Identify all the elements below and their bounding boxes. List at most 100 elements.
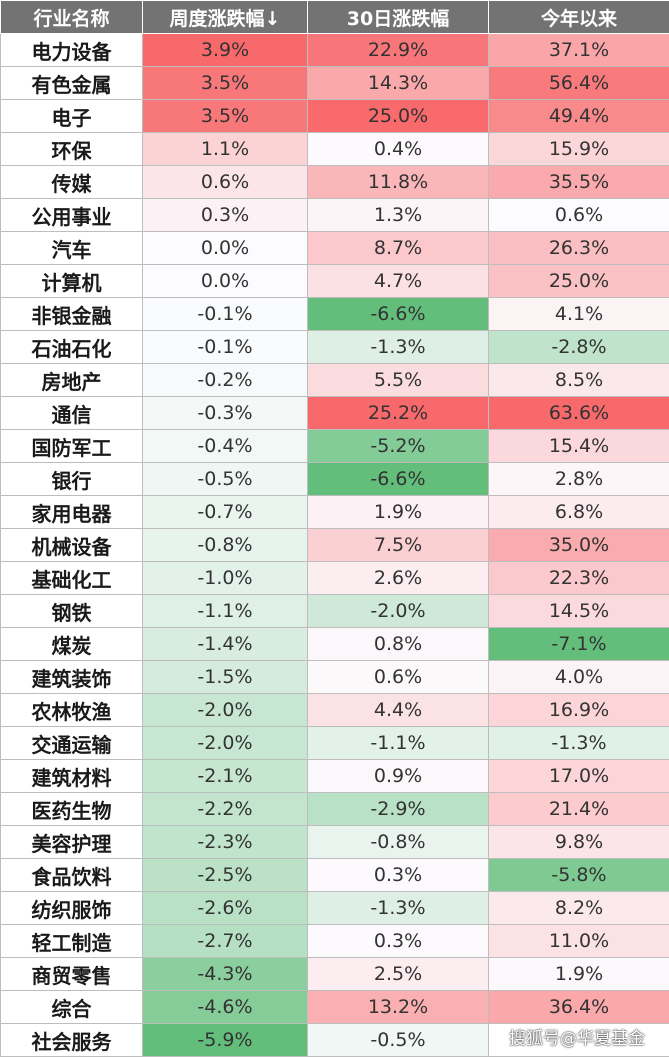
table-row: 钢铁 -1.1% -2.0% 14.5%	[0, 594, 669, 628]
industry-name-cell: 建筑材料	[0, 759, 143, 793]
header-30day-change[interactable]: 30日涨跌幅	[307, 0, 489, 34]
weekly-change-cell: -4.3%	[142, 957, 308, 991]
table-row: 医药生物 -2.2% -2.9% 21.4%	[0, 792, 669, 826]
table-row: 机械设备 -0.8% 7.5% 35.0%	[0, 528, 669, 562]
industry-name-cell: 美容护理	[0, 825, 143, 859]
table-row: 农林牧渔 -2.0% 4.4% 16.9%	[0, 693, 669, 727]
ytd-change-cell: 26.3%	[488, 231, 669, 265]
ytd-change-cell: 22.3%	[488, 561, 669, 595]
ytd-change-cell: 11.0%	[488, 924, 669, 958]
ytd-change-cell: 56.4%	[488, 66, 669, 100]
industry-name-cell: 石油石化	[0, 330, 143, 364]
industry-name-cell: 有色金属	[0, 66, 143, 100]
industry-name-cell: 综合	[0, 990, 143, 1024]
table-row: 环保 1.1% 0.4% 15.9%	[0, 132, 669, 166]
weekly-change-cell: 0.0%	[142, 231, 308, 265]
weekly-change-cell: -2.0%	[142, 693, 308, 727]
ytd-change-cell: 2.8%	[488, 462, 669, 496]
table-row: 传媒 0.6% 11.8% 35.5%	[0, 165, 669, 199]
thirty-day-change-cell: 8.7%	[307, 231, 489, 265]
thirty-day-change-cell: 5.5%	[307, 363, 489, 397]
table-row: 社会服务 -5.9% -0.5%	[0, 1023, 669, 1057]
thirty-day-change-cell: 0.3%	[307, 924, 489, 958]
thirty-day-change-cell: 4.4%	[307, 693, 489, 727]
ytd-change-cell: 0.6%	[488, 198, 669, 232]
ytd-change-cell: 9.8%	[488, 825, 669, 859]
header-industry: 行业名称	[0, 0, 143, 34]
ytd-change-cell: 37.1%	[488, 33, 669, 67]
ytd-change-cell: 17.0%	[488, 759, 669, 793]
table-row: 电子 3.5% 25.0% 49.4%	[0, 99, 669, 133]
header-ytd-change[interactable]: 今年以来	[488, 0, 669, 34]
industry-name-cell: 建筑装饰	[0, 660, 143, 694]
ytd-change-cell: 36.4%	[488, 990, 669, 1024]
thirty-day-change-cell: -6.6%	[307, 297, 489, 331]
weekly-change-cell: -2.5%	[142, 858, 308, 892]
table-row: 房地产 -0.2% 5.5% 8.5%	[0, 363, 669, 397]
industry-name-cell: 农林牧渔	[0, 693, 143, 727]
weekly-change-cell: -2.1%	[142, 759, 308, 793]
thirty-day-change-cell: 25.2%	[307, 396, 489, 430]
industry-name-cell: 电子	[0, 99, 143, 133]
weekly-change-cell: -1.1%	[142, 594, 308, 628]
thirty-day-change-cell: -2.0%	[307, 594, 489, 628]
weekly-change-cell: -0.1%	[142, 330, 308, 364]
table-row: 电力设备 3.9% 22.9% 37.1%	[0, 33, 669, 67]
ytd-change-cell: -5.8%	[488, 858, 669, 892]
table-row: 轻工制造 -2.7% 0.3% 11.0%	[0, 924, 669, 958]
industry-name-cell: 轻工制造	[0, 924, 143, 958]
weekly-change-cell: -0.2%	[142, 363, 308, 397]
table-row: 煤炭 -1.4% 0.8% -7.1%	[0, 627, 669, 661]
industry-name-cell: 国防军工	[0, 429, 143, 463]
table-row: 商贸零售 -4.3% 2.5% 1.9%	[0, 957, 669, 991]
thirty-day-change-cell: 2.6%	[307, 561, 489, 595]
thirty-day-change-cell: 14.3%	[307, 66, 489, 100]
thirty-day-change-cell: 1.9%	[307, 495, 489, 529]
thirty-day-change-cell: -1.3%	[307, 330, 489, 364]
industry-name-cell: 通信	[0, 396, 143, 430]
thirty-day-change-cell: -2.9%	[307, 792, 489, 826]
industry-name-cell: 交通运输	[0, 726, 143, 760]
weekly-change-cell: -1.5%	[142, 660, 308, 694]
weekly-change-cell: -0.5%	[142, 462, 308, 496]
industry-name-cell: 社会服务	[0, 1023, 143, 1057]
thirty-day-change-cell: -5.2%	[307, 429, 489, 463]
ytd-change-cell: 4.1%	[488, 297, 669, 331]
weekly-change-cell: 0.0%	[142, 264, 308, 298]
thirty-day-change-cell: 11.8%	[307, 165, 489, 199]
table-row: 纺织服饰 -2.6% -1.3% 8.2%	[0, 891, 669, 925]
ytd-change-cell: 14.5%	[488, 594, 669, 628]
table-row: 有色金属 3.5% 14.3% 56.4%	[0, 66, 669, 100]
thirty-day-change-cell: 0.8%	[307, 627, 489, 661]
weekly-change-cell: -0.4%	[142, 429, 308, 463]
table-row: 公用事业 0.3% 1.3% 0.6%	[0, 198, 669, 232]
thirty-day-change-cell: 22.9%	[307, 33, 489, 67]
industry-name-cell: 基础化工	[0, 561, 143, 595]
ytd-change-cell: 1.9%	[488, 957, 669, 991]
industry-name-cell: 商贸零售	[0, 957, 143, 991]
industry-name-cell: 纺织服饰	[0, 891, 143, 925]
ytd-change-cell	[488, 1023, 669, 1057]
weekly-change-cell: 0.6%	[142, 165, 308, 199]
thirty-day-change-cell: 13.2%	[307, 990, 489, 1024]
table-row: 家用电器 -0.7% 1.9% 6.8%	[0, 495, 669, 529]
thirty-day-change-cell: 0.3%	[307, 858, 489, 892]
industry-name-cell: 房地产	[0, 363, 143, 397]
table-row: 汽车 0.0% 8.7% 26.3%	[0, 231, 669, 265]
industry-name-cell: 家用电器	[0, 495, 143, 529]
table-row: 综合 -4.6% 13.2% 36.4%	[0, 990, 669, 1024]
ytd-change-cell: 16.9%	[488, 693, 669, 727]
table-row: 通信 -0.3% 25.2% 63.6%	[0, 396, 669, 430]
thirty-day-change-cell: 1.3%	[307, 198, 489, 232]
industry-name-cell: 环保	[0, 132, 143, 166]
weekly-change-cell: -2.6%	[142, 891, 308, 925]
header-weekly-change[interactable]: 周度涨跌幅↓	[142, 0, 308, 34]
industry-name-cell: 汽车	[0, 231, 143, 265]
ytd-change-cell: 15.4%	[488, 429, 669, 463]
industry-name-cell: 银行	[0, 462, 143, 496]
ytd-change-cell: 4.0%	[488, 660, 669, 694]
thirty-day-change-cell: 0.4%	[307, 132, 489, 166]
table-row: 食品饮料 -2.5% 0.3% -5.8%	[0, 858, 669, 892]
weekly-change-cell: -0.8%	[142, 528, 308, 562]
